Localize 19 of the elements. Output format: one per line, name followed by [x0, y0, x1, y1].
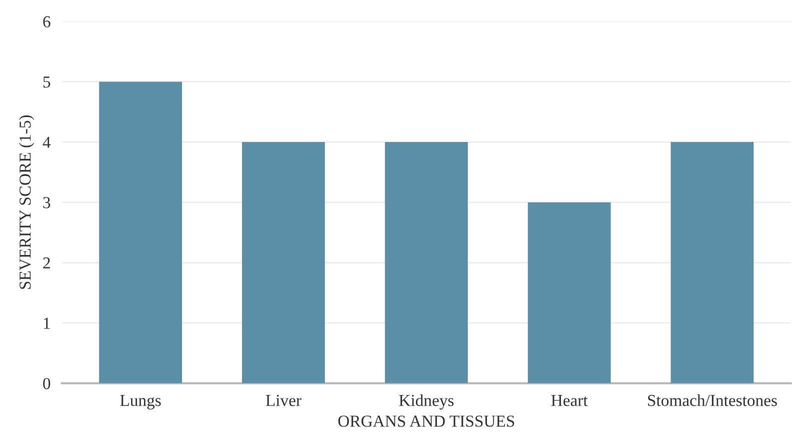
x-tick-label: Kidneys — [399, 394, 454, 410]
y-tick-label: 0 — [43, 378, 50, 390]
bar — [242, 142, 325, 384]
x-tick-label: Heart — [551, 395, 588, 406]
y-tick-label: 4 — [42, 136, 51, 148]
bar — [528, 202, 611, 384]
y-axis-title: SEVERITY SCORE (1-5) — [19, 115, 34, 289]
x-axis-title: ORGANS AND TISSUES — [338, 416, 514, 427]
x-tick-label: Liver — [266, 394, 302, 406]
x-tick-label: Lungs — [120, 394, 161, 410]
y-tick-label: 1 — [44, 318, 50, 329]
bar — [99, 82, 182, 384]
bar — [384, 142, 468, 384]
y-tick-label: 3 — [43, 197, 50, 208]
y-tick-label: 2 — [43, 257, 50, 268]
y-tick-label: 5 — [43, 76, 50, 88]
x-tick-label: Stomach/Intestones — [648, 394, 777, 406]
y-tick-label: 6 — [43, 16, 50, 28]
bar — [670, 142, 754, 384]
